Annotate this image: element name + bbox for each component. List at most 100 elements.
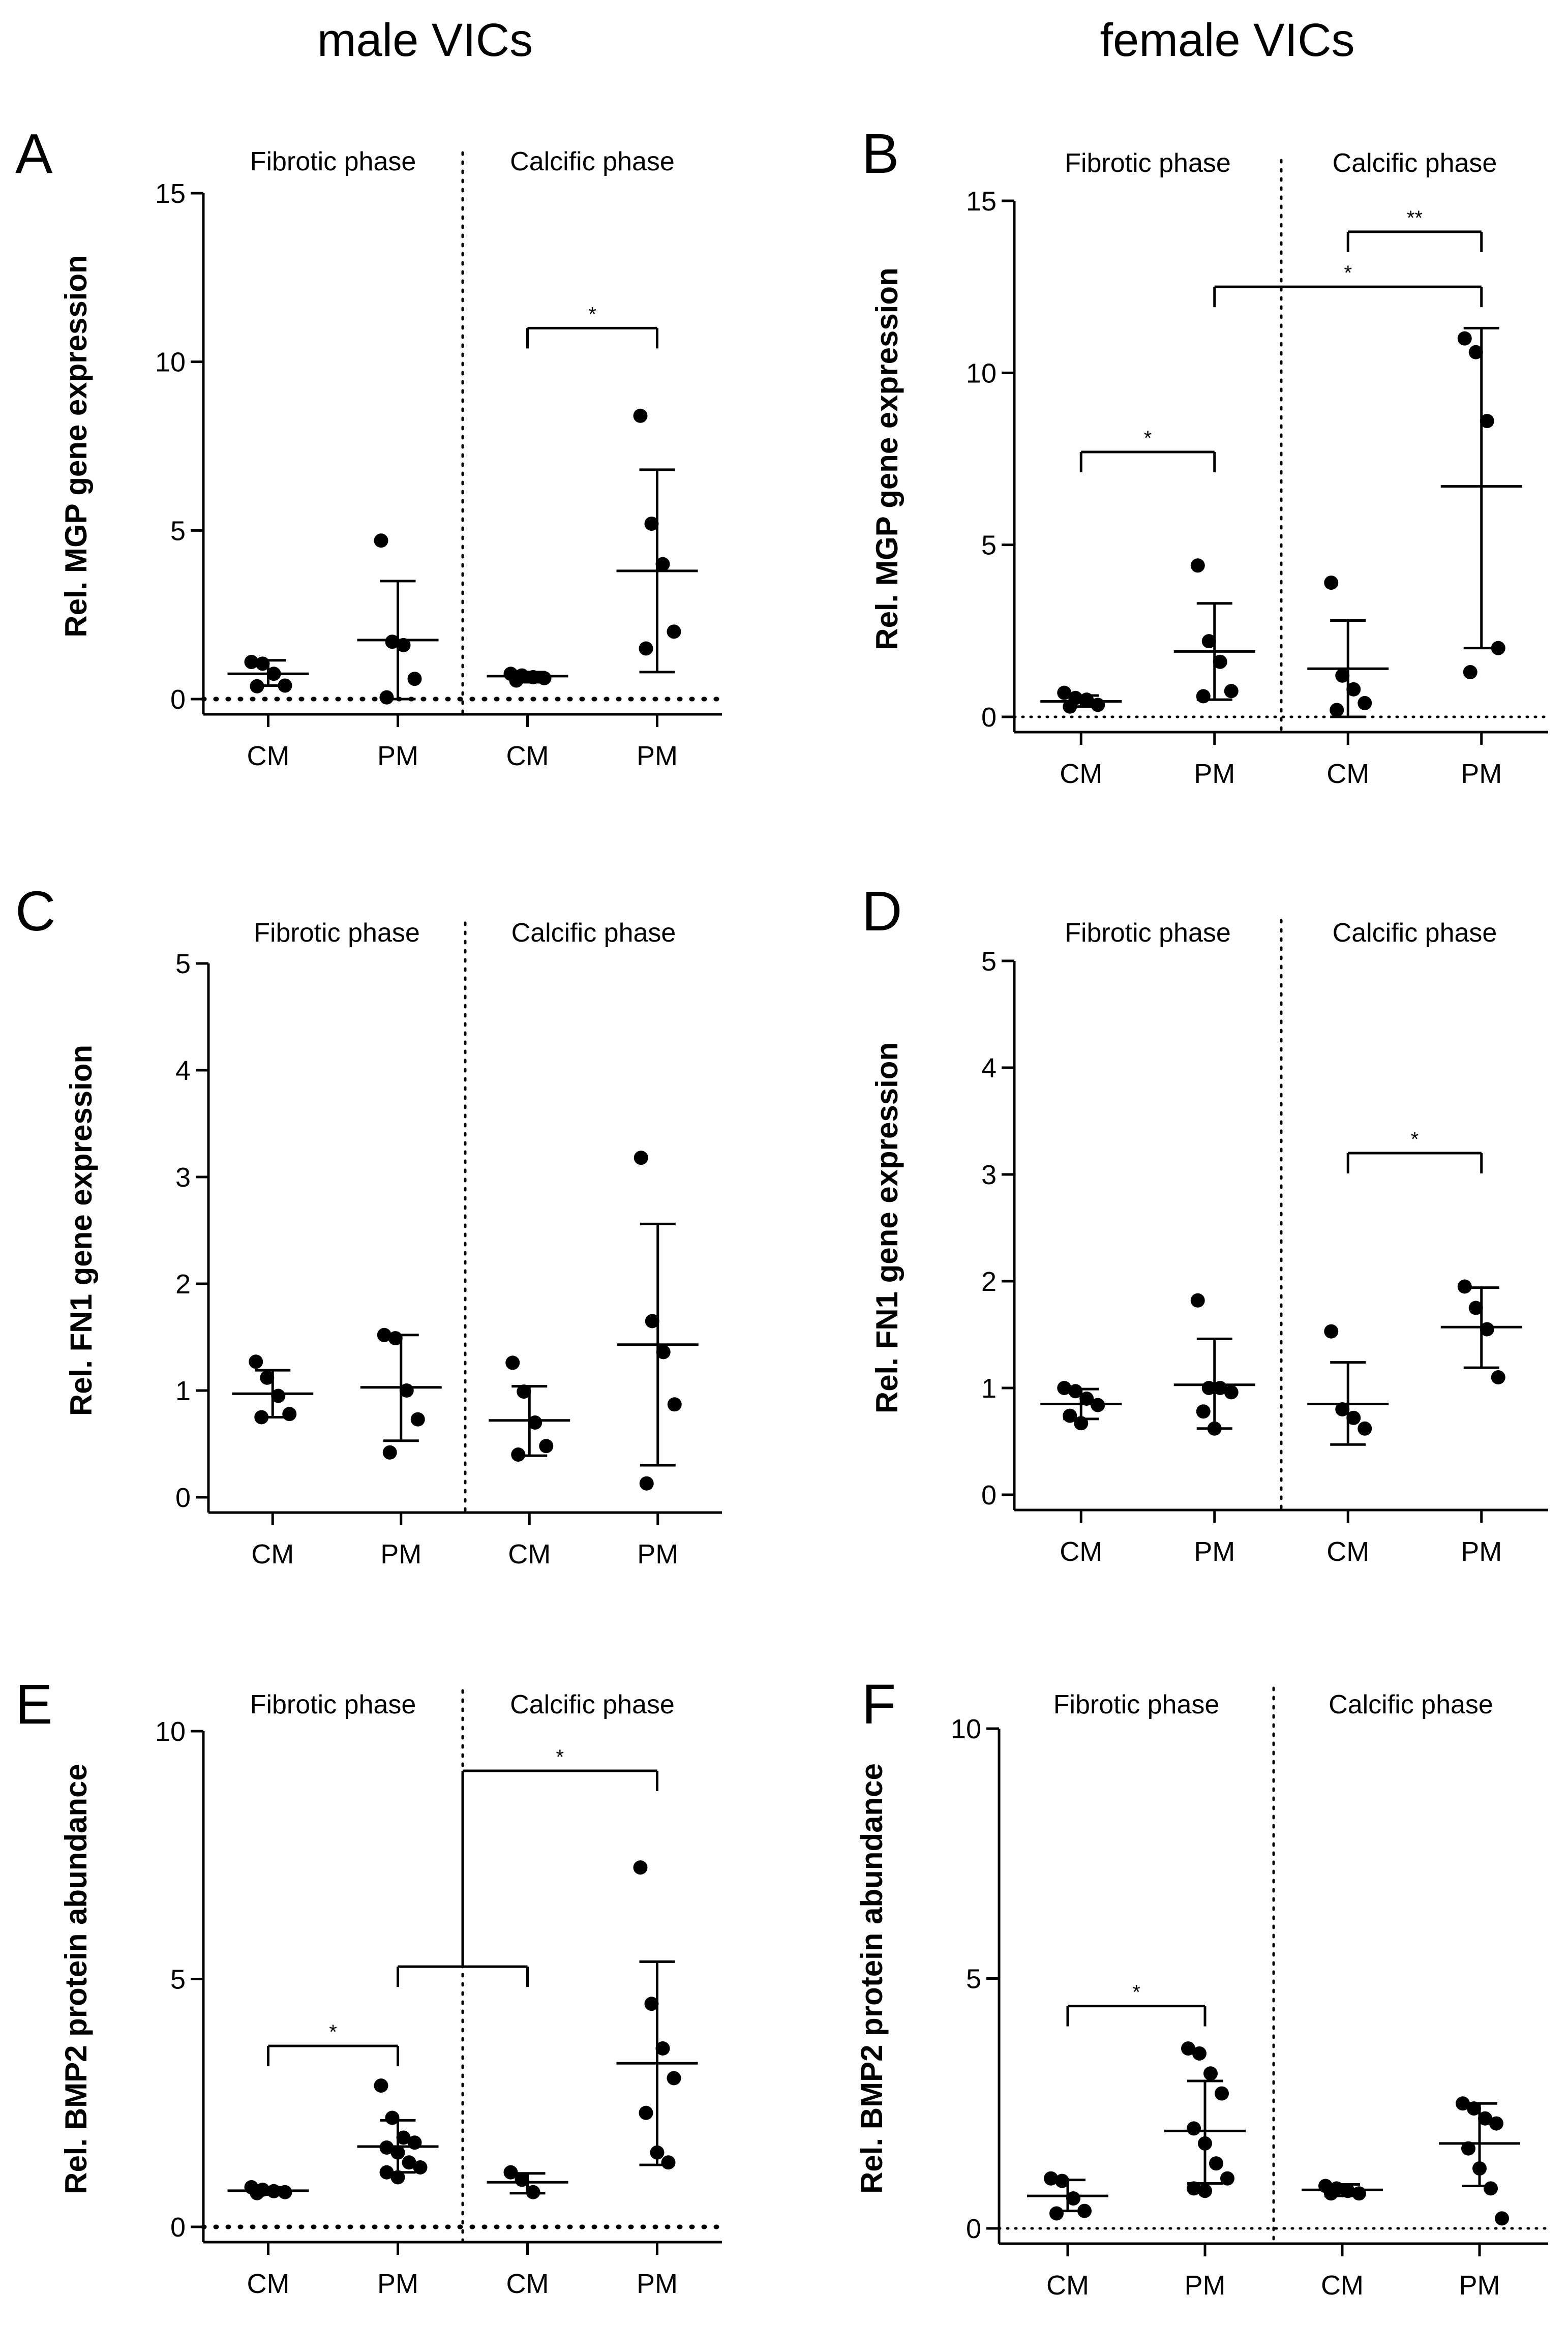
data-point: [1196, 689, 1211, 704]
data-point: [1079, 1392, 1094, 1406]
data-point: [1187, 2121, 1201, 2136]
data-point: [1358, 1421, 1372, 1436]
data-point: [1190, 1293, 1205, 1308]
data-point: [1461, 2141, 1475, 2156]
panel-D: D Fibrotic phase Calcific phase 0 1 2 3 4 5 Rel. …: [862, 880, 1548, 1567]
phase-label-fibrotic: Fibrotic phase: [250, 1690, 416, 1719]
significance-label: *: [1344, 262, 1352, 284]
data-point: [1201, 634, 1216, 649]
data-point: [1335, 668, 1350, 683]
data-point: [374, 2078, 388, 2093]
y-tick-label: 2: [175, 1269, 191, 1300]
data-point: [667, 1397, 682, 1412]
data-point: [656, 1345, 671, 1360]
data-point: [1491, 1370, 1505, 1384]
y-tick-label: 1: [175, 1376, 191, 1406]
data-point: [1181, 2041, 1195, 2056]
panel-E: E Fibrotic phase Calcific phase 0 5 10 Rel. BM…: [15, 1673, 725, 2299]
data-point: [402, 2155, 416, 2170]
data-point: [505, 1355, 520, 1370]
data-point: [645, 1314, 659, 1328]
y-tick-label: 15: [966, 186, 997, 217]
y-tick-label: 4: [175, 1055, 191, 1086]
data-point: [1049, 2206, 1064, 2221]
panel-C: C Fibrotic phase Calcific phase 0 1 2 3 4 5 Rel. …: [15, 880, 722, 1569]
phase-label-fibrotic: Fibrotic phase: [1065, 148, 1231, 178]
data-point: [282, 1407, 297, 1422]
data-point: [1224, 684, 1239, 699]
y-axis-label: Rel. MGP gene expression: [870, 267, 904, 650]
data-point: [1091, 698, 1105, 712]
data-point: [1468, 1301, 1483, 1315]
data-point: [1489, 2116, 1503, 2131]
data-point: [382, 1445, 397, 1460]
y-tick-label: 3: [981, 1160, 997, 1190]
data-point: [1198, 2184, 1212, 2198]
category-label-pm: PM: [1461, 1536, 1502, 1567]
column-title-male: male VICs: [317, 14, 533, 66]
category-label-pm: PM: [1459, 2270, 1500, 2301]
data-point: [374, 533, 388, 548]
category-label-cm: CM: [506, 2269, 549, 2299]
data-point: [379, 690, 394, 705]
category-label-cm: CM: [506, 741, 549, 771]
phase-label-fibrotic: Fibrotic phase: [250, 147, 416, 176]
data-point: [1044, 2171, 1058, 2186]
category-label-cm: CM: [1060, 1536, 1102, 1567]
y-tick-label: 5: [981, 530, 997, 561]
significance-label: *: [329, 2021, 337, 2043]
y-tick-label: 10: [155, 347, 186, 378]
data-point: [1196, 1404, 1211, 1419]
data-point: [1495, 2211, 1509, 2226]
y-tick-label: 2: [981, 1266, 997, 1297]
y-tick-label: 10: [966, 358, 997, 388]
category-label-pm: PM: [380, 1539, 421, 1569]
phase-label-calcific: Calcific phase: [1329, 1690, 1493, 1719]
phase-label-calcific: Calcific phase: [1333, 918, 1497, 948]
y-tick-label: 0: [981, 1480, 997, 1511]
category-label-pm: PM: [377, 741, 418, 771]
panel-letter: F: [862, 1673, 896, 1736]
significance-label: *: [1132, 1981, 1140, 2004]
significance-label: *: [556, 1746, 564, 1768]
data-point: [390, 2170, 405, 2185]
data-point: [1480, 1322, 1494, 1337]
significance-label: *: [588, 303, 596, 325]
y-tick-label: 5: [966, 1964, 981, 1995]
phase-label-fibrotic: Fibrotic phase: [1053, 1690, 1220, 1719]
data-point: [655, 557, 670, 571]
panel-letter: D: [862, 880, 902, 943]
data-point: [1480, 414, 1494, 429]
category-label-pm: PM: [1194, 759, 1235, 789]
data-point: [1209, 2156, 1223, 2171]
category-label-cm: CM: [1321, 2270, 1364, 2301]
y-axis-label: Rel. FN1 gene expression: [870, 1042, 904, 1413]
panels: A Fibrotic phase Calcific phase051015Rel. …: [15, 123, 1550, 2301]
category-label-pm: PM: [1185, 2270, 1226, 2301]
column-title-female: female VICs: [1100, 14, 1354, 66]
data-point: [407, 672, 422, 686]
category-label-cm: CM: [508, 1539, 551, 1569]
data-point: [639, 641, 653, 656]
data-point: [410, 1412, 425, 1427]
category-label-cm: CM: [247, 741, 290, 771]
data-point: [1335, 1402, 1350, 1416]
panel-A: A Fibrotic phase Calcific phase 0 5 10 15 Rel. …: [15, 123, 725, 771]
category-label-pm: PM: [637, 2269, 678, 2299]
category-label-cm: CM: [247, 2269, 290, 2299]
y-tick-label: 10: [155, 1716, 186, 1747]
data-point: [661, 2155, 676, 2170]
y-tick-label: 3: [175, 1162, 191, 1193]
y-tick-label: 0: [175, 1483, 191, 1513]
data-point: [1220, 2171, 1234, 2186]
y-tick-label: 15: [155, 178, 186, 209]
y-tick-label: 0: [170, 684, 186, 715]
phase-label-calcific: Calcific phase: [510, 1690, 675, 1719]
category-label-pm: PM: [637, 741, 678, 771]
panel-letter: A: [15, 123, 53, 185]
data-point: [396, 638, 411, 652]
category-label-pm: PM: [1194, 1536, 1235, 1567]
data-point: [260, 1370, 275, 1385]
y-tick-label: 0: [966, 2214, 981, 2244]
